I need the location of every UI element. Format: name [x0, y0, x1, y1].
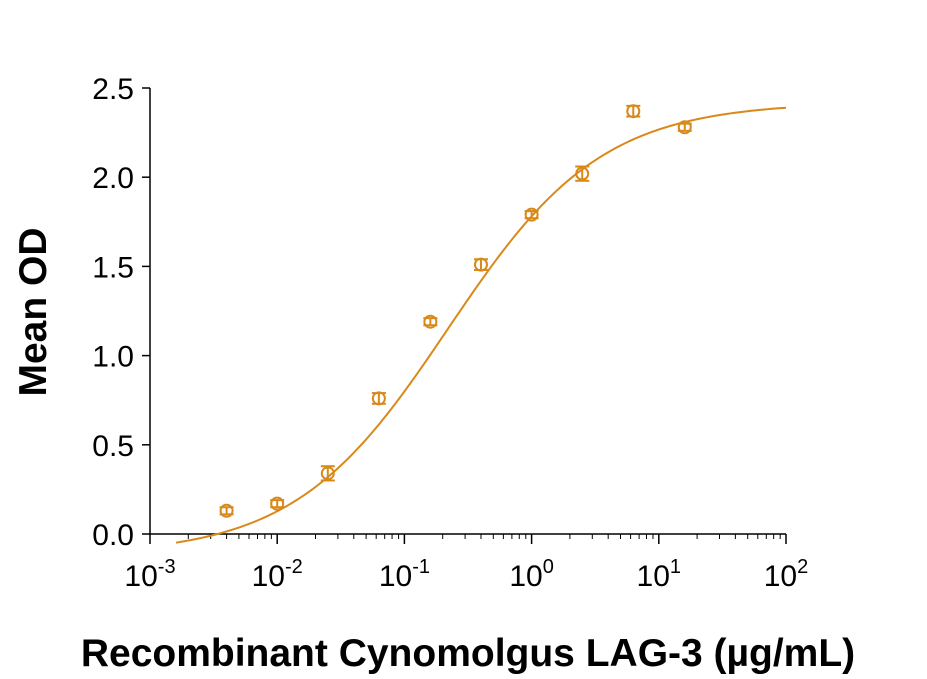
x-tick-base: 10 — [637, 560, 670, 593]
y-tick-label: 2.5 — [92, 73, 134, 106]
x-tick-base: 10 — [124, 560, 157, 593]
data-point — [219, 503, 234, 518]
data-point — [626, 104, 641, 119]
y-tick-label: 0.5 — [92, 430, 134, 463]
x-tick-label: 100 — [509, 556, 554, 593]
y-tick-label: 1.5 — [92, 251, 134, 284]
data-point — [270, 496, 285, 511]
point-marker — [371, 391, 386, 406]
x-tick-base: 10 — [764, 560, 797, 593]
fit-curve-layer — [175, 106, 787, 544]
data-point — [524, 207, 539, 222]
x-tick-label: 101 — [637, 556, 682, 593]
ticks: 0.00.51.01.52.02.510-3 10-2 10-1 100 101 102 — [92, 73, 808, 593]
x-tick-base: 10 — [509, 560, 542, 593]
y-tick-label: 1.0 — [92, 341, 134, 374]
x-tick-base: 10 — [252, 560, 285, 593]
x-tick-exponent: -3 — [158, 556, 176, 578]
data-point — [371, 391, 386, 406]
x-axis-title: Recombinant Cynomolgus LAG-3 (µg/mL) — [81, 632, 855, 675]
point-marker — [626, 104, 641, 119]
x-tick-label: 102 — [764, 556, 809, 593]
point-marker — [219, 503, 234, 518]
y-tick-label: 0.0 — [92, 519, 134, 552]
point-marker — [320, 466, 335, 481]
axes — [149, 88, 786, 535]
data-point — [320, 465, 335, 482]
fit-curve — [175, 106, 787, 544]
x-tick-exponent: 1 — [670, 556, 681, 578]
point-marker — [677, 120, 692, 135]
data-point — [473, 257, 488, 272]
data-point — [677, 120, 692, 135]
x-tick-base: 10 — [379, 560, 412, 593]
point-marker — [524, 207, 539, 222]
x-tick-exponent: -1 — [412, 556, 430, 578]
x-tick-label: 10-1 — [379, 556, 430, 593]
y-axis-title: Mean OD — [12, 227, 55, 396]
x-tick-exponent: -2 — [285, 556, 303, 578]
x-tick-exponent: 2 — [797, 556, 808, 578]
data-point — [423, 314, 438, 329]
point-marker — [575, 166, 590, 181]
y-tick-label: 2.0 — [92, 162, 134, 195]
x-tick-label: 10-2 — [252, 556, 303, 593]
point-marker — [473, 257, 488, 272]
point-marker — [270, 496, 285, 511]
point-marker — [423, 314, 438, 329]
data-point — [575, 165, 590, 182]
data-points-layer — [219, 104, 692, 518]
x-tick-exponent: 0 — [543, 556, 554, 578]
x-tick-label: 10-3 — [124, 556, 175, 593]
